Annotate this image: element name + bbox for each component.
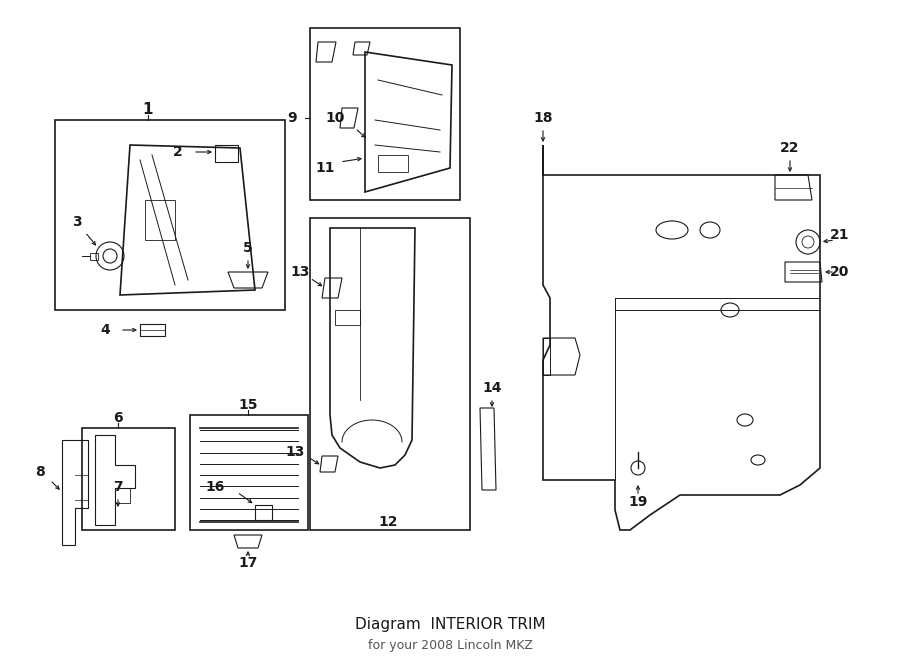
Text: 5: 5 [243,241,253,255]
Text: 13: 13 [285,445,305,459]
Text: 13: 13 [291,265,310,279]
Text: 4: 4 [100,323,110,337]
Text: 2: 2 [173,145,183,159]
Text: 7: 7 [113,480,122,494]
Text: 12: 12 [378,515,398,529]
Text: 20: 20 [831,265,850,279]
Bar [310,28,460,200]
Text: 17: 17 [238,556,257,570]
Text: for your 2008 Lincoln MKZ: for your 2008 Lincoln MKZ [367,639,533,652]
Text: 6: 6 [113,411,122,425]
Bar [82,428,175,530]
Text: 22: 22 [780,141,800,155]
Text: Diagram  INTERIOR TRIM: Diagram INTERIOR TRIM [355,617,545,633]
Bar [55,120,285,310]
Text: 15: 15 [238,398,257,412]
Text: 18: 18 [533,111,553,125]
Text: 21: 21 [830,228,850,242]
Bar [190,415,308,530]
Text: 8: 8 [35,465,45,479]
Text: 3: 3 [72,215,82,229]
Bar [310,218,470,530]
Text: 11: 11 [315,161,335,175]
Text: 16: 16 [205,480,225,494]
Text: 10: 10 [325,111,345,125]
Text: 9: 9 [287,111,297,125]
Text: 14: 14 [482,381,502,395]
Text: 19: 19 [628,495,648,509]
Text: 1: 1 [143,102,153,118]
